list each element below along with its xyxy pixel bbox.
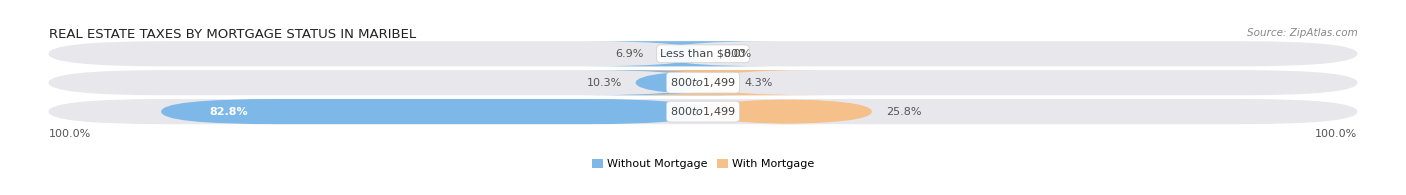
FancyBboxPatch shape xyxy=(703,99,872,124)
FancyBboxPatch shape xyxy=(614,70,820,95)
Text: Source: ZipAtlas.com: Source: ZipAtlas.com xyxy=(1247,28,1358,38)
FancyBboxPatch shape xyxy=(48,41,1358,66)
Text: 100.0%: 100.0% xyxy=(48,129,91,139)
Text: 0.0%: 0.0% xyxy=(724,49,752,59)
Text: 82.8%: 82.8% xyxy=(209,107,247,117)
Text: $800 to $1,499: $800 to $1,499 xyxy=(671,105,735,118)
Text: 25.8%: 25.8% xyxy=(886,107,921,117)
Text: REAL ESTATE TAXES BY MORTGAGE STATUS IN MARIBEL: REAL ESTATE TAXES BY MORTGAGE STATUS IN … xyxy=(48,28,416,41)
FancyBboxPatch shape xyxy=(48,70,1358,95)
Text: 6.9%: 6.9% xyxy=(616,49,644,59)
Text: $800 to $1,499: $800 to $1,499 xyxy=(671,76,735,89)
Text: 100.0%: 100.0% xyxy=(1315,129,1358,139)
FancyBboxPatch shape xyxy=(586,70,752,95)
FancyBboxPatch shape xyxy=(48,99,1358,124)
Text: Less than $800: Less than $800 xyxy=(661,49,745,59)
FancyBboxPatch shape xyxy=(586,41,775,66)
Legend: Without Mortgage, With Mortgage: Without Mortgage, With Mortgage xyxy=(588,154,818,174)
Text: 10.3%: 10.3% xyxy=(586,78,621,88)
Text: 4.3%: 4.3% xyxy=(745,78,773,88)
FancyBboxPatch shape xyxy=(162,99,703,124)
